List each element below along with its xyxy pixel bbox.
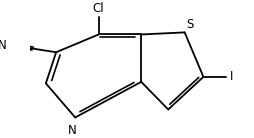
- Text: S: S: [186, 18, 194, 31]
- Text: Cl: Cl: [93, 2, 104, 15]
- Text: I: I: [230, 70, 234, 83]
- Text: N: N: [68, 124, 76, 137]
- Text: N: N: [0, 39, 7, 52]
